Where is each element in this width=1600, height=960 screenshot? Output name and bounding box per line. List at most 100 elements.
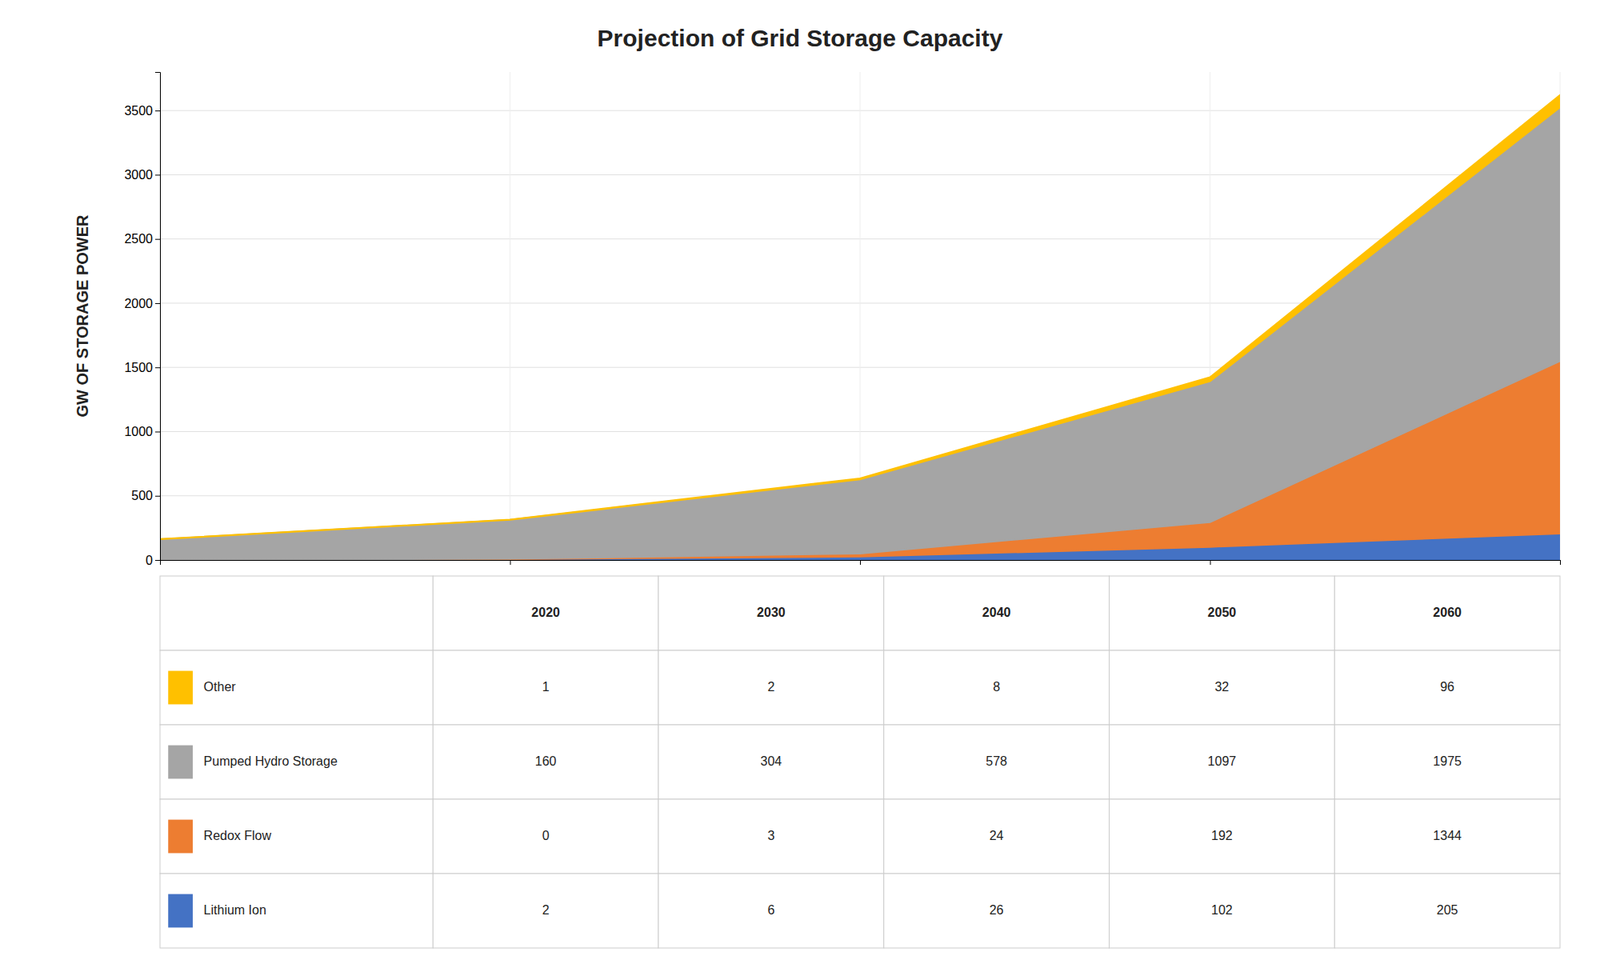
y-tick-mark — [155, 174, 160, 176]
x-tick — [1210, 560, 1212, 565]
y-axis: 0 500 1000 1500 2000 2500 3000 3500 — [124, 72, 160, 568]
y-tick-label: 500 — [131, 488, 153, 503]
table-cell — [160, 576, 433, 651]
y-tick-label: 1000 — [124, 424, 153, 439]
table-value: 24 — [989, 828, 1004, 843]
table-value: 205 — [1436, 903, 1459, 917]
x-axis — [160, 560, 1561, 565]
table-value: 578 — [985, 754, 1008, 768]
x-tick-mark — [1210, 560, 1212, 565]
x-tick — [160, 560, 161, 565]
y-tick: 3500 — [124, 104, 160, 118]
table-cell — [1334, 724, 1560, 800]
legend-label: Redox Flow — [204, 828, 272, 843]
legend-label: Lithium Ion — [204, 903, 267, 917]
plot-area — [160, 95, 1560, 560]
table-cell — [884, 576, 1110, 651]
table-value: 2 — [767, 680, 775, 694]
x-tick-mark — [860, 560, 861, 565]
data-table: 20202030204020502060Other1283296Pumped H… — [160, 576, 1560, 948]
table-value: 6 — [767, 903, 775, 917]
y-tick: 2500 — [124, 232, 160, 246]
table-cell — [432, 650, 659, 725]
y-tick-label: 2500 — [124, 232, 153, 246]
table-header: 2030 — [756, 605, 786, 620]
table-cell — [1109, 724, 1336, 800]
table-cell — [658, 576, 884, 651]
legend-swatch — [168, 820, 193, 854]
table-cell — [658, 650, 884, 725]
y-tick: 2000 — [124, 296, 160, 311]
table-header: 2060 — [1432, 605, 1462, 620]
y-tick: 0 — [145, 553, 160, 568]
table-cell — [160, 873, 433, 948]
table-value: 1 — [542, 680, 550, 694]
y-tick-label: 3500 — [124, 104, 153, 118]
y-tick-label: 3000 — [124, 168, 153, 182]
y-tick-label: 0 — [145, 553, 153, 568]
y-tick-mark — [155, 560, 160, 561]
table-cell — [658, 724, 884, 800]
table-header: 2050 — [1208, 605, 1237, 620]
table-cell — [1334, 576, 1560, 651]
table-cell — [658, 799, 884, 874]
table-cell — [432, 724, 659, 800]
table-value: 1344 — [1432, 828, 1462, 843]
table-value: 96 — [1440, 680, 1455, 694]
x-tick-mark — [510, 560, 512, 565]
table-cell — [658, 873, 884, 948]
y-axis-title: GW OF STORAGE POWER — [73, 214, 92, 418]
table-value: 160 — [535, 754, 557, 768]
legend-swatch — [168, 745, 193, 780]
table-cell — [432, 873, 659, 948]
table-header: 2040 — [982, 605, 1012, 620]
table-cell — [160, 799, 433, 874]
table-cell — [1109, 873, 1336, 948]
legend-swatch — [168, 671, 193, 705]
chart: Projection of Grid Storage Capacity GW OF… — [0, 0, 1600, 960]
table-value: 32 — [1214, 680, 1229, 694]
y-tick-label: 1500 — [124, 360, 153, 375]
x-grid-line — [509, 72, 511, 560]
table-header: 2020 — [531, 605, 560, 620]
x-tick-mark — [160, 560, 161, 565]
table-value: 3 — [767, 828, 775, 843]
table-cell — [1334, 873, 1560, 948]
table-value: 26 — [989, 903, 1004, 917]
table-value: 1975 — [1432, 754, 1462, 768]
table-value: 192 — [1211, 828, 1233, 843]
legend-label: Other — [204, 680, 237, 694]
x-tick-mark — [1560, 560, 1561, 565]
y-tick-label: 2000 — [124, 296, 153, 311]
table-value: 304 — [760, 754, 783, 768]
y-tick: 500 — [131, 488, 160, 503]
table-cell — [1109, 799, 1336, 874]
table-cell — [1334, 799, 1560, 874]
table-value: 102 — [1211, 903, 1233, 917]
title: Projection of Grid Storage Capacity — [597, 24, 1004, 52]
legend-swatch — [168, 894, 193, 928]
table-cell — [884, 724, 1110, 800]
legend-label: Pumped Hydro Storage — [204, 754, 338, 768]
table-cell — [432, 576, 659, 651]
x-tick — [1560, 560, 1561, 565]
table-cell — [160, 724, 433, 800]
y-tick-mark — [155, 110, 160, 112]
table-value: 1097 — [1208, 754, 1237, 768]
table-cell — [884, 873, 1110, 948]
y-tick-mark — [155, 367, 160, 368]
grid — [160, 72, 1560, 560]
y-tick: 1000 — [124, 424, 160, 439]
table-cell — [1334, 650, 1560, 725]
y-tick: 3000 — [124, 168, 160, 182]
table-cell — [884, 650, 1110, 725]
y-tick-mark — [155, 239, 160, 240]
table-cell — [884, 799, 1110, 874]
table-cell — [160, 650, 433, 725]
table-value: 2 — [542, 903, 550, 917]
area — [160, 95, 1560, 540]
y-tick-mark — [155, 496, 160, 497]
y-axis-line — [155, 72, 161, 561]
x-tick — [860, 560, 861, 565]
table-cell — [432, 799, 659, 874]
